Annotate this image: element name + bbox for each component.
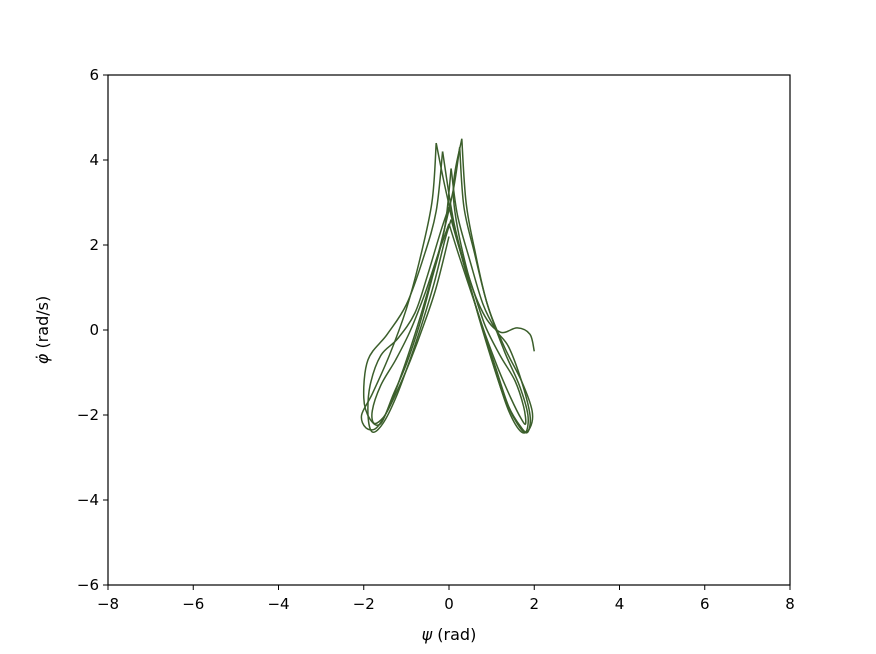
trajectory-line-8	[448, 219, 527, 426]
x-tick-label: 2	[529, 595, 539, 613]
y-tick-label: −4	[77, 491, 99, 509]
y-axis-label-unit: (rad/s)	[33, 296, 52, 354]
y-tick-label: −2	[77, 406, 99, 424]
trajectory-line-9	[371, 223, 450, 425]
y-tick-label: 6	[89, 66, 99, 84]
x-axis-label-unit: (rad)	[432, 625, 476, 644]
x-tick-label: 4	[615, 595, 625, 613]
x-tick-label: −2	[353, 595, 375, 613]
y-axis: −6 −4 −2 0 2 4 6	[77, 66, 108, 594]
x-axis: −8 −6 −4 −2 0 2 4 6 8	[97, 585, 795, 613]
x-axis-label: ψ (rad)	[422, 625, 477, 644]
trajectory-line-7	[367, 206, 452, 434]
y-tick-label: 4	[89, 151, 99, 169]
x-tick-label: −6	[182, 595, 204, 613]
y-axis-label: φ̇ (rad/s)	[33, 296, 52, 364]
plot-frame	[107, 74, 791, 586]
x-tick-label: −8	[97, 595, 119, 613]
x-tick-label: −4	[267, 595, 289, 613]
x-tick-label: 6	[700, 595, 710, 613]
trajectory-line-4	[441, 147, 529, 433]
series-layer	[360, 138, 536, 434]
trajectory-line-1	[452, 138, 536, 352]
y-tick-label: 0	[89, 321, 99, 339]
y-tick-label: 2	[89, 236, 99, 254]
y-tick-label: −6	[77, 576, 99, 594]
x-tick-label: 8	[785, 595, 795, 613]
trajectory-line-6	[448, 168, 532, 434]
y-axis-label-symbol: φ̇	[33, 353, 52, 364]
x-axis-label-symbol: ψ	[422, 625, 433, 644]
trajectory-line-5	[362, 151, 452, 426]
x-tick-label: 0	[444, 595, 454, 613]
